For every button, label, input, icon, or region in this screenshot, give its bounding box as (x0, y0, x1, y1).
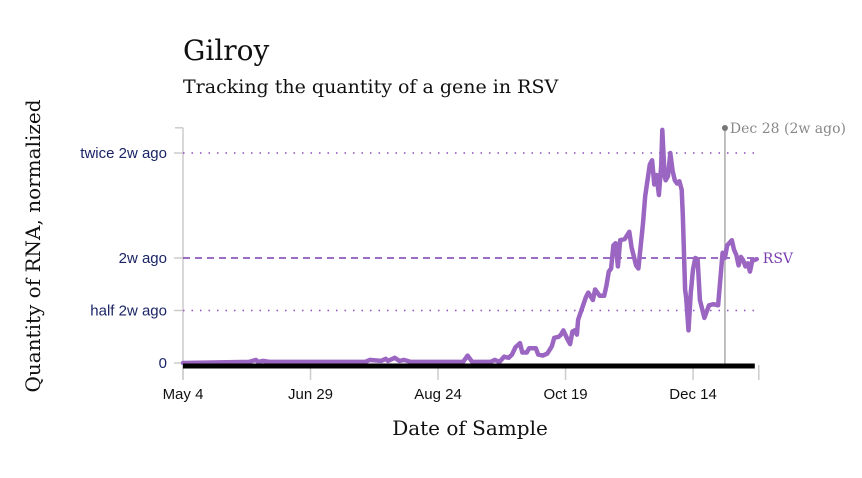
x-tick-label: Dec 14 (669, 386, 717, 403)
x-tick-label: Aug 24 (414, 386, 462, 403)
x-tick-label: Oct 19 (543, 386, 587, 403)
x-axis-label: Date of Sample (392, 416, 548, 440)
chart-title: Gilroy (183, 34, 270, 67)
date-marker-label: Dec 28 (2w ago) (730, 121, 846, 137)
date-marker-dot (721, 125, 728, 131)
y-axis-label: Quantity of RNA, normalized (21, 99, 45, 392)
y-tick-label: twice 2w ago (80, 145, 167, 162)
y-tick-label: 0 (159, 355, 167, 372)
chart-subtitle: Tracking the quantity of a gene in RSV (183, 76, 558, 98)
series-label: RSV (763, 251, 794, 267)
series-line-rsv (180, 127, 760, 366)
x-tick-label: May 4 (163, 386, 204, 403)
y-tick-label: half 2w ago (90, 303, 167, 320)
y-tick-label: 2w ago (119, 250, 167, 267)
x-tick-label: Jun 29 (288, 386, 333, 403)
